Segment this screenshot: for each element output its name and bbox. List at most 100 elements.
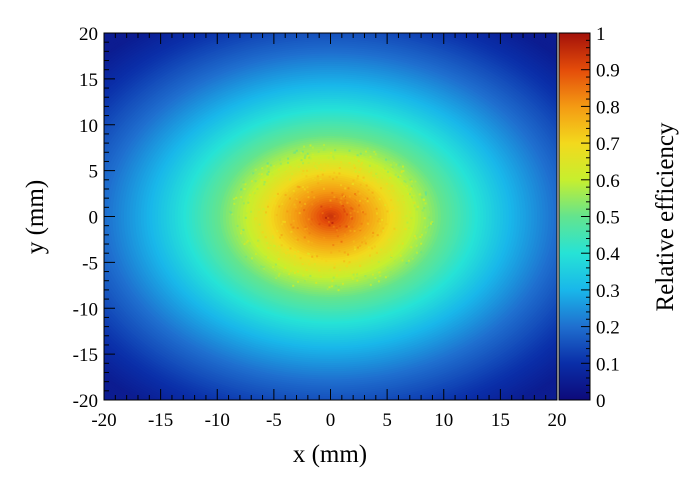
x-tick-label: 5 <box>382 410 392 431</box>
heatmap-speckle <box>412 194 415 197</box>
heatmap-speckle <box>359 244 362 247</box>
heatmap-speckle <box>304 225 307 228</box>
heatmap-speckle <box>364 150 367 153</box>
heatmap-speckle <box>374 276 377 279</box>
heatmap-speckle <box>352 273 355 276</box>
heatmap-speckle <box>332 178 335 181</box>
heatmap-speckle <box>390 209 393 212</box>
heatmap-speckle <box>321 173 324 176</box>
heatmap-speckle <box>427 226 430 229</box>
heatmap-speckle <box>375 207 378 210</box>
heatmap-speckle <box>279 249 282 252</box>
heatmap-speckle <box>388 158 391 161</box>
heatmap-speckle <box>297 280 300 283</box>
heatmap-speckle <box>309 274 312 277</box>
heatmap-speckle <box>382 169 385 172</box>
heatmap-speckle <box>345 265 348 268</box>
heatmap-speckle <box>333 266 336 269</box>
heatmap-speckle <box>348 195 351 198</box>
heatmap-speckle <box>320 257 323 260</box>
heatmap-speckle <box>376 220 379 223</box>
heatmap-speckle <box>264 255 267 258</box>
heatmap-speckle <box>319 164 322 167</box>
heatmap-speckle <box>348 149 351 152</box>
heatmap-speckle <box>408 211 411 214</box>
heatmap-speckle <box>323 163 326 166</box>
heatmap-speckle <box>380 228 383 231</box>
heatmap-speckle <box>358 215 361 218</box>
heatmap-speckle <box>340 240 343 243</box>
heatmap-speckle <box>387 238 390 241</box>
colorbar-tick-label: 0.6 <box>596 171 620 192</box>
heatmap-speckle <box>353 230 356 233</box>
heatmap-speckle <box>343 199 346 202</box>
heatmap-speckle <box>333 157 336 160</box>
heatmap-speckle <box>304 154 307 157</box>
heatmap-speckle <box>361 210 364 213</box>
heatmap-speckle <box>310 223 313 226</box>
heatmap-speckle <box>328 224 331 227</box>
heatmap-speckle <box>369 254 372 257</box>
heatmap-speckle <box>303 279 306 282</box>
heatmap-speckle <box>379 206 382 209</box>
heatmap-speckle <box>333 215 336 218</box>
heatmap-speckle <box>263 267 266 270</box>
heatmap-speckle <box>244 183 247 186</box>
heatmap-speckle <box>376 164 379 167</box>
heatmap-speckle <box>390 272 393 275</box>
heatmap-speckle <box>311 203 314 206</box>
heatmap-speckle <box>328 286 331 289</box>
heatmap-speckle <box>380 176 383 179</box>
heatmap-speckle <box>326 164 329 167</box>
heatmap-speckle <box>311 146 314 149</box>
heatmap-speckle <box>335 227 338 230</box>
heatmap-speckle <box>356 159 359 162</box>
heatmap-speckle <box>356 246 359 249</box>
heatmap-speckle <box>308 151 311 154</box>
heatmap-speckle <box>340 203 343 206</box>
heatmap-speckle <box>278 245 281 248</box>
heatmap-speckle <box>317 162 320 165</box>
heatmap-speckle <box>283 169 286 172</box>
heatmap-speckle <box>331 191 334 194</box>
heatmap-speckle <box>325 214 328 217</box>
heatmap-speckle <box>240 229 243 232</box>
heatmap-speckle <box>340 161 343 164</box>
heatmap-speckle <box>276 192 279 195</box>
heatmap-speckle <box>296 185 299 188</box>
heatmap-speckle <box>266 162 269 165</box>
heatmap-speckle <box>269 218 272 221</box>
y-tick-label: 5 <box>89 162 99 183</box>
heatmap-speckle <box>401 242 404 245</box>
heatmap-speckle <box>335 274 338 277</box>
heatmap-speckle <box>254 253 257 256</box>
heatmap-speckle <box>282 220 285 223</box>
heatmap-speckle <box>256 245 259 248</box>
heatmap-speckle <box>394 220 397 223</box>
heatmap-speckle <box>331 221 334 224</box>
heatmap-speckle <box>267 205 270 208</box>
heatmap-speckle <box>250 210 253 213</box>
heatmap-speckle <box>409 178 412 181</box>
heatmap-speckle <box>268 186 271 189</box>
y-axis-title: y (mm) <box>22 180 49 254</box>
heatmap-speckle <box>243 243 246 246</box>
x-axis-ticks <box>103 33 558 400</box>
heatmap-speckle <box>411 196 414 199</box>
heatmap-speckle <box>380 248 383 251</box>
heatmap-speckle <box>262 208 265 211</box>
heatmap-speckle <box>261 231 264 234</box>
heatmap-speckle <box>343 260 346 263</box>
heatmap-speckle <box>323 169 326 172</box>
heatmap-speckle <box>391 184 394 187</box>
heatmap-speckle <box>356 273 359 276</box>
heatmap-speckle <box>361 197 364 200</box>
heatmap-speckle <box>347 262 350 265</box>
heatmap-speckle <box>266 179 269 182</box>
heatmap-speckle <box>404 245 407 248</box>
heatmap-speckle <box>308 214 311 217</box>
heatmap-speckle <box>339 184 342 187</box>
heatmap-speckle <box>371 281 374 284</box>
heatmap-speckle <box>293 151 296 154</box>
heatmap-speckle <box>375 172 378 175</box>
